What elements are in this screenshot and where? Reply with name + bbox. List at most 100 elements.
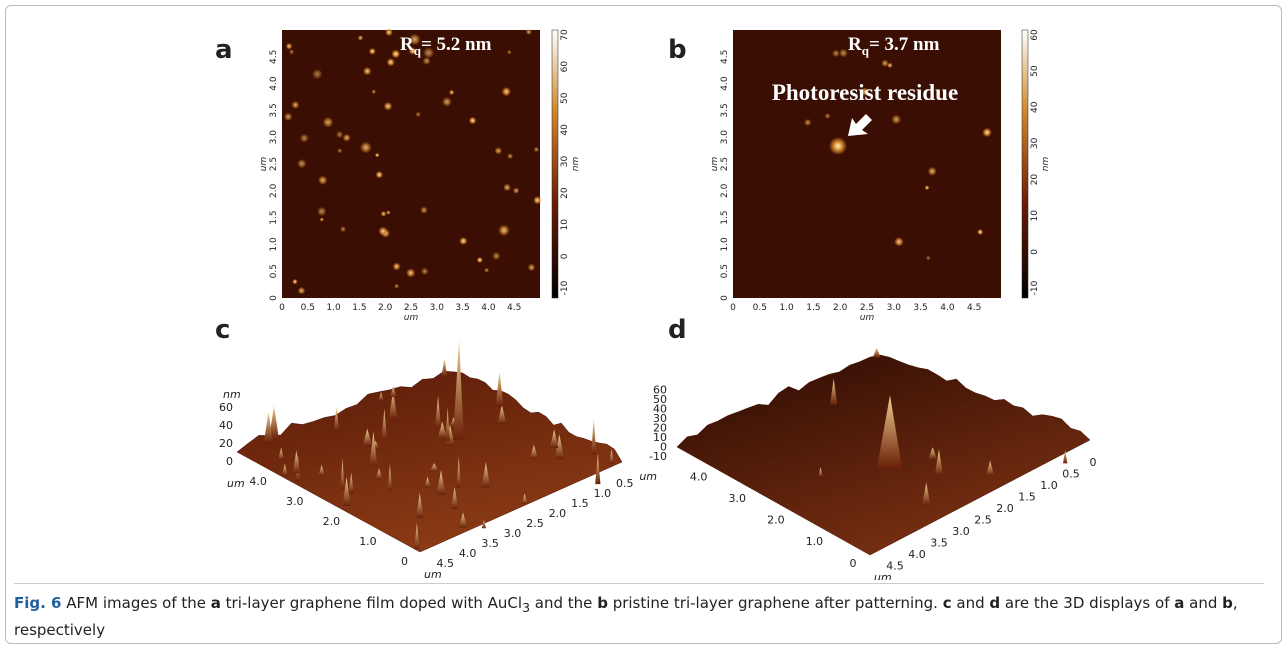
afm-feature [319,217,324,222]
caption-text: tri-layer graphene film doped with AuCl [220,594,523,612]
tick-label: 40 [219,419,233,432]
tick-label: 4.0 [269,76,279,91]
peak [340,458,345,490]
tick-label: 1.0 [594,487,612,500]
peak [609,449,615,464]
tick-label: 50 [560,92,570,104]
peak [877,395,902,468]
axis-unit: um [710,157,720,172]
colorbar [1021,29,1029,299]
tick-label: 2.0 [378,303,393,313]
tick-label: 10 [560,219,570,231]
axis-unit: um [259,157,269,172]
afm-feature [423,47,435,59]
afm-feature [507,153,514,160]
peak [529,444,539,459]
afm-feature [317,206,327,217]
peak [591,418,597,455]
axis-unit: um [227,477,245,490]
peak [495,371,504,407]
tick-label: 4.0 [249,475,267,488]
tick-label: 1.0 [806,535,824,548]
afm-feature [422,56,431,65]
tick-label: 10 [1030,210,1040,222]
tick-label: 10 [653,431,667,444]
tick-label: 2.5 [720,157,730,171]
tick-label: 3.0 [729,492,747,505]
tick-label: 0 [560,253,570,259]
tick-label: 4.5 [886,559,904,572]
afm-feature [386,210,391,215]
caption-text: AFM images of the [61,594,211,612]
tick-label: 3.0 [430,303,445,313]
afm-feature [527,263,536,272]
tick-label: 1.5 [806,303,820,313]
tick-label: 3.0 [887,303,902,313]
peak [387,464,393,491]
peak [437,421,448,439]
afm-feature [285,42,293,50]
peak [986,460,995,476]
tick-label: 1.0 [720,237,730,252]
tick-label: 3.0 [952,525,970,538]
tick-label: 1.5 [720,210,730,224]
tick-label: 3.5 [913,303,927,313]
afm-feature [507,49,512,55]
caption-text: and [1184,594,1223,612]
afm-image [733,30,1001,298]
afm-feature [415,111,421,118]
caption: Fig. 6 AFM images of the a tri-layer gra… [14,583,1264,641]
tick-label: 4.0 [481,303,496,313]
afm-feature [380,210,387,217]
afm-feature [392,262,401,271]
peak [375,468,383,480]
tick-label: 3.0 [720,130,730,145]
tick-label: 0 [730,303,736,313]
tick-label: 3.0 [269,130,279,145]
tick-label: 20 [219,437,233,450]
tick-label: 2.5 [860,303,874,313]
afm-feature [297,286,306,295]
peak [481,519,487,529]
peak [521,493,528,505]
afm-feature [375,152,380,158]
afm-feature [378,226,388,236]
tick-label: 1.0 [269,237,279,252]
tick-label: 2.5 [974,513,992,526]
peak [318,464,325,476]
afm-feature [371,89,377,94]
tick-label: 3.5 [269,103,279,117]
caption-text: and the [530,594,598,612]
roughness-part: q [414,43,422,58]
peak [390,385,397,398]
peak [595,453,601,485]
peak [414,522,420,550]
peak [497,404,507,425]
tick-label: 40 [1030,101,1040,113]
afm-feature [297,158,307,169]
tick-label: 4.0 [940,303,955,313]
afm-feature [533,146,539,153]
afm-feature [924,185,930,191]
tick-label: 1.5 [269,210,279,224]
peak [342,476,351,507]
peak [378,391,384,401]
caption-text: 3 [522,600,531,615]
tick-label: 0 [279,303,285,313]
afm-feature [927,166,937,176]
afm-feature [406,268,416,278]
tick-label: 2.0 [720,183,730,198]
afm-feature [360,141,372,154]
afm-feature [408,47,417,55]
peak [830,378,838,405]
afm-feature [881,59,889,67]
afm-feature [492,251,501,261]
peak [453,340,464,440]
tick-label: 0 [720,295,730,301]
tick-label: 1.0 [1040,479,1058,492]
afm-feature [501,86,511,97]
tick-label: 0 [1090,456,1097,469]
tick-label: 4.0 [908,548,926,561]
afm-feature [375,170,384,179]
afm-feature [420,267,429,276]
